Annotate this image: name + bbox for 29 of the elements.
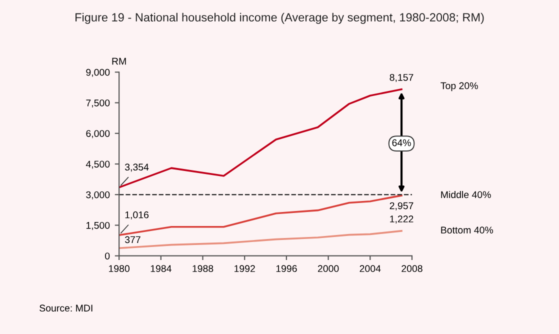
data-label: 377 bbox=[124, 236, 140, 244]
y-tick-label: 7,500 bbox=[86, 99, 110, 108]
data-label: 8,157 bbox=[390, 74, 414, 82]
annotation: 64% bbox=[392, 139, 411, 146]
data-label: 1,016 bbox=[125, 211, 149, 220]
x-tick-label: 1992 bbox=[234, 265, 255, 272]
data-label: 1,222 bbox=[390, 216, 414, 224]
data-label: 3,354 bbox=[124, 164, 149, 172]
y-tick-label: 4,500 bbox=[86, 160, 110, 169]
x-tick-label: 1984 bbox=[150, 265, 172, 272]
x-tick-label: 1988 bbox=[192, 265, 214, 272]
y-tick-label: 0 bbox=[105, 252, 110, 260]
x-tick-label: 1996 bbox=[276, 265, 297, 272]
source-note: Source: MDI bbox=[40, 304, 92, 312]
y-tick-label: 9,000 bbox=[86, 68, 110, 77]
text: Top 20% bbox=[440, 82, 478, 92]
x-tick-label: 2000 bbox=[318, 265, 339, 272]
x-tick-label: 2004 bbox=[360, 265, 381, 272]
x-tick-label: 2008 bbox=[402, 265, 422, 272]
line-series bbox=[119, 230, 402, 250]
x-tick-label: 1980 bbox=[108, 265, 130, 272]
chart-title: Figure 19 - National household income (Average by segment, 1980-2008; RM) bbox=[76, 12, 484, 24]
y-tick-label: 6,000 bbox=[86, 130, 110, 138]
y-tick-label: 3,000 bbox=[86, 191, 110, 200]
data-label: 2,957 bbox=[390, 202, 414, 210]
y-axis-title: RM bbox=[112, 58, 126, 65]
text: Bottom 40% bbox=[441, 226, 494, 234]
text: Middle 40% bbox=[441, 190, 491, 198]
y-tick-label: 1,500 bbox=[86, 222, 110, 230]
